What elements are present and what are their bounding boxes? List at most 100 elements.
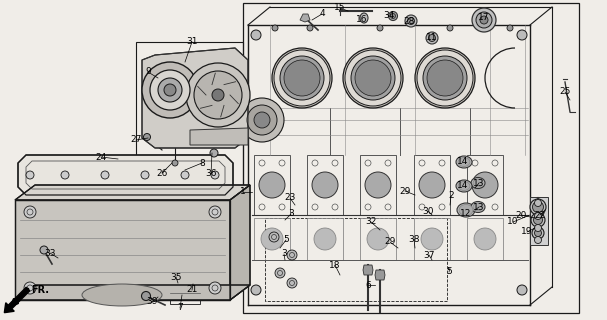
Text: 37: 37 [423, 251, 435, 260]
Text: 39: 39 [146, 298, 158, 307]
Circle shape [415, 48, 475, 108]
Circle shape [307, 25, 313, 31]
Polygon shape [18, 155, 233, 195]
Circle shape [480, 16, 488, 24]
Circle shape [419, 172, 445, 198]
Text: 5: 5 [283, 236, 289, 244]
Bar [136, 42, 243, 192]
Circle shape [272, 48, 332, 108]
Text: 4: 4 [319, 10, 325, 19]
Text: 27: 27 [131, 135, 141, 145]
Circle shape [40, 246, 48, 254]
Polygon shape [142, 48, 248, 148]
Circle shape [427, 60, 463, 96]
Circle shape [211, 171, 219, 179]
Polygon shape [190, 128, 248, 145]
Text: 9: 9 [145, 68, 151, 76]
Ellipse shape [458, 181, 470, 190]
Polygon shape [530, 197, 548, 245]
Text: 14: 14 [457, 181, 469, 190]
Polygon shape [15, 285, 250, 300]
Ellipse shape [360, 13, 368, 23]
Circle shape [388, 12, 398, 20]
Circle shape [209, 282, 221, 294]
Bar [170, 282, 200, 304]
Text: 10: 10 [507, 218, 519, 227]
Polygon shape [15, 200, 230, 300]
Circle shape [141, 292, 151, 300]
Bar [265, 218, 447, 301]
Circle shape [417, 50, 473, 106]
Circle shape [172, 160, 178, 166]
FancyArrow shape [4, 287, 30, 313]
Text: 29: 29 [384, 237, 396, 246]
Circle shape [274, 50, 330, 106]
Ellipse shape [471, 202, 485, 212]
Text: 1: 1 [240, 188, 246, 196]
Circle shape [314, 228, 336, 250]
Text: 19: 19 [521, 228, 533, 236]
Text: 12: 12 [460, 209, 472, 218]
Circle shape [164, 84, 176, 96]
Text: 13: 13 [473, 179, 485, 188]
Circle shape [247, 105, 277, 135]
Ellipse shape [457, 203, 475, 217]
Text: 30: 30 [422, 206, 434, 215]
Text: 7: 7 [177, 303, 183, 313]
Circle shape [390, 13, 396, 19]
Circle shape [212, 89, 224, 101]
Circle shape [287, 278, 297, 288]
Ellipse shape [458, 157, 470, 166]
Circle shape [532, 202, 543, 212]
Text: 35: 35 [170, 273, 181, 282]
Text: 6: 6 [365, 281, 371, 290]
Ellipse shape [456, 180, 472, 192]
Circle shape [158, 78, 182, 102]
Circle shape [312, 172, 338, 198]
Circle shape [240, 98, 284, 142]
Bar [243, 3, 579, 313]
Text: 2: 2 [448, 191, 454, 201]
Polygon shape [230, 185, 250, 300]
Ellipse shape [473, 203, 483, 211]
Circle shape [269, 232, 279, 242]
Text: 32: 32 [365, 218, 377, 227]
Circle shape [421, 228, 443, 250]
Circle shape [355, 60, 391, 96]
Ellipse shape [456, 156, 472, 168]
Text: 13: 13 [473, 203, 485, 212]
Circle shape [532, 227, 544, 239]
Text: 16: 16 [356, 14, 368, 23]
Circle shape [405, 15, 417, 27]
Circle shape [535, 225, 541, 231]
Polygon shape [375, 270, 385, 280]
Circle shape [150, 70, 190, 110]
Circle shape [517, 285, 527, 295]
Circle shape [423, 56, 467, 100]
Circle shape [531, 213, 545, 227]
Circle shape [377, 25, 383, 31]
Circle shape [535, 212, 541, 220]
Circle shape [351, 56, 395, 100]
Text: 21: 21 [186, 285, 198, 294]
Ellipse shape [471, 178, 485, 188]
Circle shape [472, 8, 496, 32]
Ellipse shape [82, 284, 162, 306]
Polygon shape [15, 185, 250, 200]
Text: 8: 8 [199, 158, 205, 167]
Circle shape [275, 268, 285, 278]
Text: 25: 25 [559, 87, 571, 97]
Text: 3: 3 [288, 210, 294, 219]
Circle shape [186, 63, 250, 127]
Circle shape [210, 149, 218, 157]
Text: 18: 18 [329, 260, 341, 269]
Circle shape [142, 62, 198, 118]
Text: 38: 38 [409, 235, 420, 244]
Text: 23: 23 [284, 194, 296, 203]
Text: 33: 33 [44, 249, 56, 258]
Text: 24: 24 [95, 153, 107, 162]
Circle shape [367, 228, 389, 250]
Circle shape [407, 18, 415, 25]
Circle shape [101, 171, 109, 179]
Circle shape [26, 171, 34, 179]
